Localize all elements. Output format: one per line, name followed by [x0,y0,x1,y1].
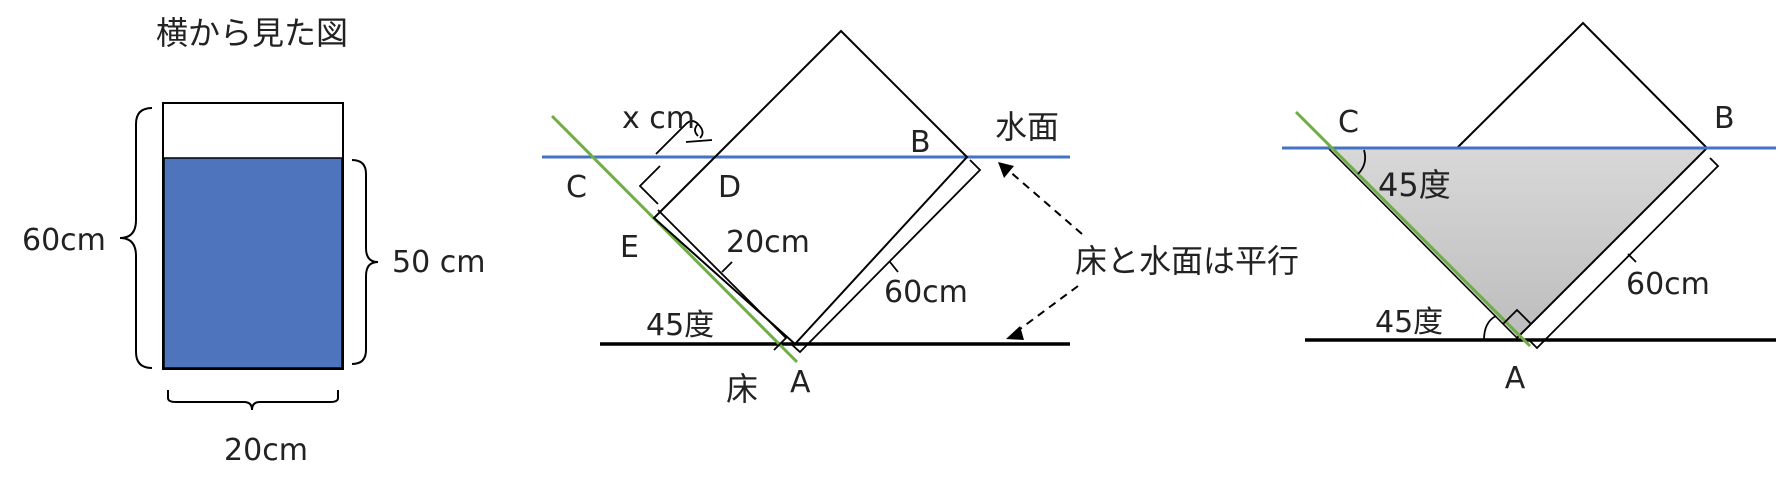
fig1-title: 横から見た図 [156,14,348,52]
arrow-to-surface [1007,169,1083,235]
fig2-label-D: D [718,170,741,205]
fig3-angle-arc-top [1357,149,1367,175]
fig2-width-label: 20cm [726,225,810,260]
fig1-water-label: 50 cm [392,245,485,280]
arrow-to-floor-head [1006,326,1024,340]
fig2-extension-line [550,114,799,364]
fig3-length-bracket [1528,157,1720,350]
fig2-x-label: x cm [622,101,695,136]
fig2-angle-label: 45度 [646,308,714,343]
fig2-container [652,29,969,346]
fig3-angle-bottom: 45度 [1375,305,1443,340]
x-bracket-tick [685,139,713,143]
fig2-water-surface-label: 水面 [995,108,1059,146]
length-bracket-tick [889,261,899,273]
width-bracket-tick [721,261,733,273]
length-bracket [789,159,982,354]
fig3-label-A: A [1505,361,1526,396]
fig2-length-label: 60cm [884,275,968,310]
fig2-label-B: B [910,125,931,160]
height-brace [119,107,153,369]
fig3-label-B: B [1714,101,1735,136]
figure-side-view: 横から見た図 60cm 50 cm 20cm [22,14,485,468]
water-fill [163,157,343,369]
width-bracket [657,209,788,351]
fig3-extension-line [1294,110,1532,348]
fig3-container [1456,21,1709,339]
fig3-length-bracket-tick [1627,253,1637,263]
fig2-label-E: E [620,230,639,265]
fig3-label-C: C [1338,105,1359,140]
fig1-width-label: 20cm [224,433,308,468]
figure-tilted: x cm 水面 C D B E 20cm 60cm 45度 床 A 床と水面は平… [542,29,1299,408]
fig3-angle-arc-bottom [1483,315,1497,341]
container-outline [162,102,344,370]
fig3-length-label: 60cm [1626,267,1710,302]
arrow-to-floor [1015,285,1079,333]
cd-bracket [638,165,661,205]
figure-triangle: C B 45度 45度 60cm A [1282,21,1776,396]
fig2-parallel-note: 床と水面は平行 [1075,242,1299,280]
fig2-floor-label: 床 [726,370,758,408]
fig1-height-label: 60cm [22,223,106,258]
fig2-label-C: C [566,170,587,205]
water-brace [351,159,379,365]
fig3-angle-top: 45度 [1378,166,1451,204]
fig3-right-angle [1502,308,1532,325]
width-brace [167,390,339,411]
arrow-to-surface-head [998,162,1014,178]
x-bracket [655,120,704,155]
fig2-label-A: A [790,365,811,400]
